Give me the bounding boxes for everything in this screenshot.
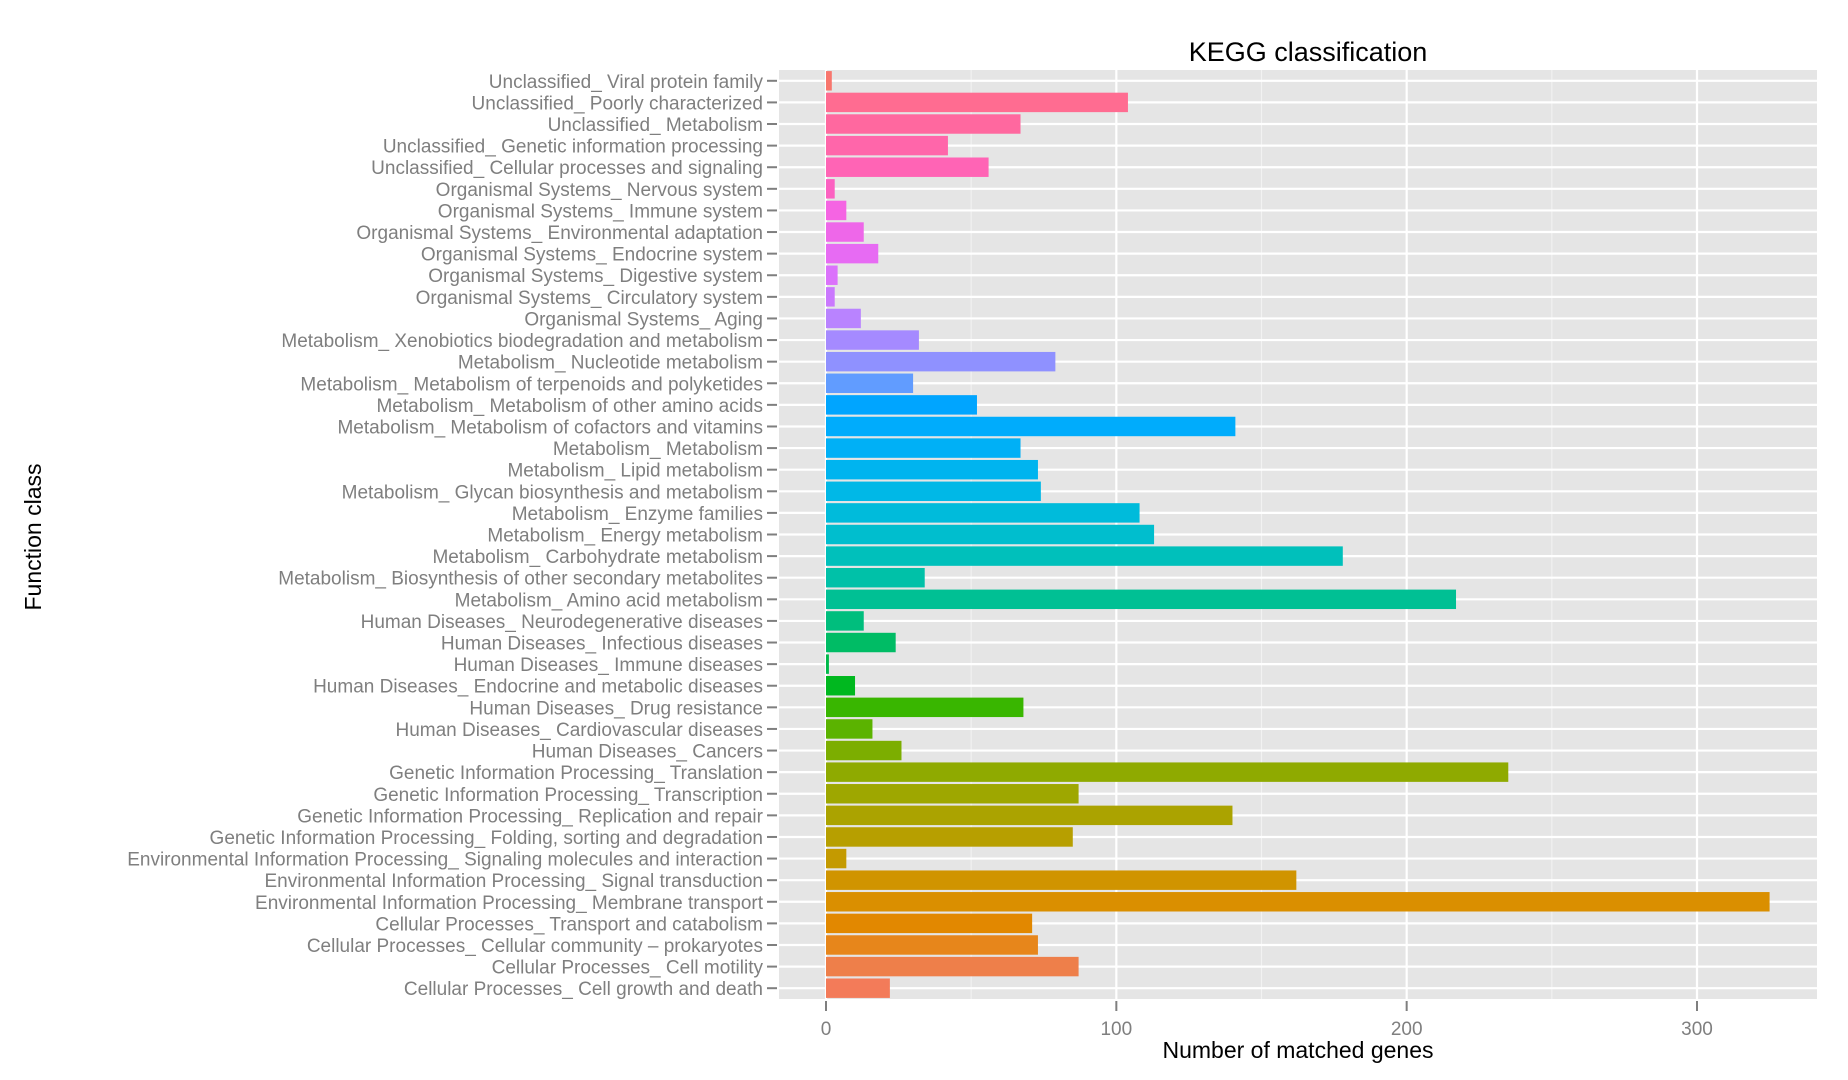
y-tick-label: Cellular Processes_ Cellular community –…: [307, 936, 763, 957]
y-tick-label: Metabolism_ Metabolism of cofactors and …: [337, 417, 763, 438]
y-tick-label: Metabolism_ Metabolism of other amino ac…: [376, 396, 763, 417]
y-tick-label: Metabolism_ Metabolism: [553, 439, 763, 460]
bar: [826, 481, 1041, 502]
y-tick-label: Cellular Processes_ Cell growth and deat…: [404, 979, 763, 1000]
bar: [826, 157, 989, 177]
bar: [826, 611, 864, 631]
bar: [826, 762, 1509, 782]
y-tick-label: Metabolism_ Xenobiotics biodegradation a…: [281, 331, 763, 352]
y-axis: Unclassified_ Viral protein familyUnclas…: [127, 72, 777, 1000]
y-tick-label: Metabolism_ Nucleotide metabolism: [458, 353, 763, 374]
y-tick-label: Unclassified_ Viral protein family: [489, 72, 764, 93]
x-axis-title: Number of matched genes: [1162, 1037, 1433, 1063]
bar: [826, 438, 1021, 458]
y-tick-label: Human Diseases_ Endocrine and metabolic …: [313, 677, 763, 698]
bar: [826, 330, 919, 350]
y-tick-label: Organismal Systems_ Endocrine system: [421, 245, 763, 266]
bar: [826, 395, 977, 415]
y-tick-label: Genetic Information Processing_ Transcri…: [373, 785, 763, 806]
y-tick-label: Organismal Systems_ Circulatory system: [416, 288, 763, 309]
x-tick-label: 200: [1391, 1019, 1423, 1040]
bar: [826, 243, 879, 264]
y-tick-label: Human Diseases_ Immune diseases: [454, 655, 763, 676]
bar: [826, 719, 873, 739]
bar: [826, 978, 890, 998]
x-tick-label: 0: [821, 1019, 832, 1040]
y-tick-label: Human Diseases_ Infectious diseases: [441, 634, 763, 655]
bar: [826, 870, 1297, 890]
chart-title: KEGG classification: [1189, 37, 1428, 67]
y-tick-label: Cellular Processes_ Cell motility: [492, 958, 764, 979]
bar: [826, 567, 925, 588]
y-tick-label: Environmental Information Processing_ Me…: [255, 893, 764, 914]
bar: [826, 676, 856, 696]
bar: [826, 546, 1343, 566]
y-tick-label: Metabolism_ Glycan biosynthesis and meta…: [342, 482, 763, 503]
bar: [826, 222, 864, 242]
bar: [826, 913, 1033, 934]
y-tick-label: Unclassified_ Cellular processes and sig…: [371, 158, 763, 179]
bar: [826, 784, 1079, 804]
bar: [826, 179, 835, 199]
y-tick-label: Organismal Systems_ Environmental adapta…: [356, 223, 763, 244]
bar: [826, 956, 1079, 977]
y-tick-label: Unclassified_ Poorly characterized: [472, 93, 763, 114]
y-tick-label: Metabolism_ Enzyme families: [512, 504, 763, 525]
y-tick-label: Metabolism_ Metabolism of terpenoids and…: [300, 374, 763, 395]
bar: [826, 114, 1021, 134]
x-tick-label: 300: [1681, 1019, 1713, 1040]
bar: [826, 805, 1233, 826]
y-tick-label: Metabolism_ Carbohydrate metabolism: [432, 547, 763, 568]
bar: [826, 71, 832, 91]
bar: [826, 935, 1038, 955]
bar: [826, 589, 1457, 610]
bar: [826, 373, 914, 393]
y-tick-label: Organismal Systems_ Digestive system: [428, 266, 763, 287]
bar: [826, 827, 1073, 847]
y-tick-label: Genetic Information Processing_ Replicat…: [297, 806, 763, 827]
bar: [826, 892, 1770, 912]
y-tick-label: Human Diseases_ Cancers: [532, 742, 763, 763]
bar: [826, 524, 1155, 545]
y-tick-label: Organismal Systems_ Aging: [524, 309, 763, 330]
y-tick-label: Environmental Information Processing_ Si…: [265, 871, 764, 892]
bar: [826, 697, 1024, 718]
y-axis-title: Function class: [20, 463, 46, 610]
bar: [826, 416, 1236, 437]
bar: [826, 308, 861, 329]
bar: [826, 135, 948, 156]
bar: [826, 848, 847, 869]
bar: [826, 632, 896, 653]
bar: [826, 265, 838, 285]
y-tick-label: Unclassified_ Metabolism: [548, 115, 763, 136]
x-tick-label: 100: [1100, 1019, 1132, 1040]
x-axis: 0 100 200 300: [821, 1001, 1713, 1040]
y-tick-label: Cellular Processes_ Transport and catabo…: [375, 914, 763, 935]
y-tick-label: Metabolism_ Energy metabolism: [487, 526, 763, 547]
y-tick-label: Metabolism_ Lipid metabolism: [507, 461, 763, 482]
bar: [826, 503, 1140, 523]
bar: [826, 200, 847, 221]
bar: [826, 654, 829, 674]
y-tick-label: Human Diseases_ Neurodegenerative diseas…: [361, 612, 763, 633]
bar: [826, 351, 1056, 372]
bar: [826, 740, 902, 761]
bars: [826, 71, 1770, 998]
y-tick-label: Metabolism_ Amino acid metabolism: [455, 590, 763, 611]
y-tick-label: Human Diseases_ Drug resistance: [469, 698, 763, 719]
y-tick-label: Unclassified_ Genetic information proces…: [383, 137, 763, 158]
y-tick-label: Organismal Systems_ Immune system: [438, 201, 763, 222]
y-tick-label: Human Diseases_ Cardiovascular diseases: [395, 720, 763, 741]
y-tick-label: Environmental Information Processing_ Si…: [127, 850, 763, 871]
y-tick-label: Organismal Systems_ Nervous system: [436, 180, 763, 201]
y-tick-label: Genetic Information Processing_ Translat…: [389, 763, 763, 784]
y-tick-label: Genetic Information Processing_ Folding,…: [210, 828, 763, 849]
y-tick-label: Metabolism_ Biosynthesis of other second…: [278, 569, 763, 590]
bar: [826, 287, 835, 307]
bar: [826, 92, 1128, 113]
bar: [826, 459, 1038, 480]
